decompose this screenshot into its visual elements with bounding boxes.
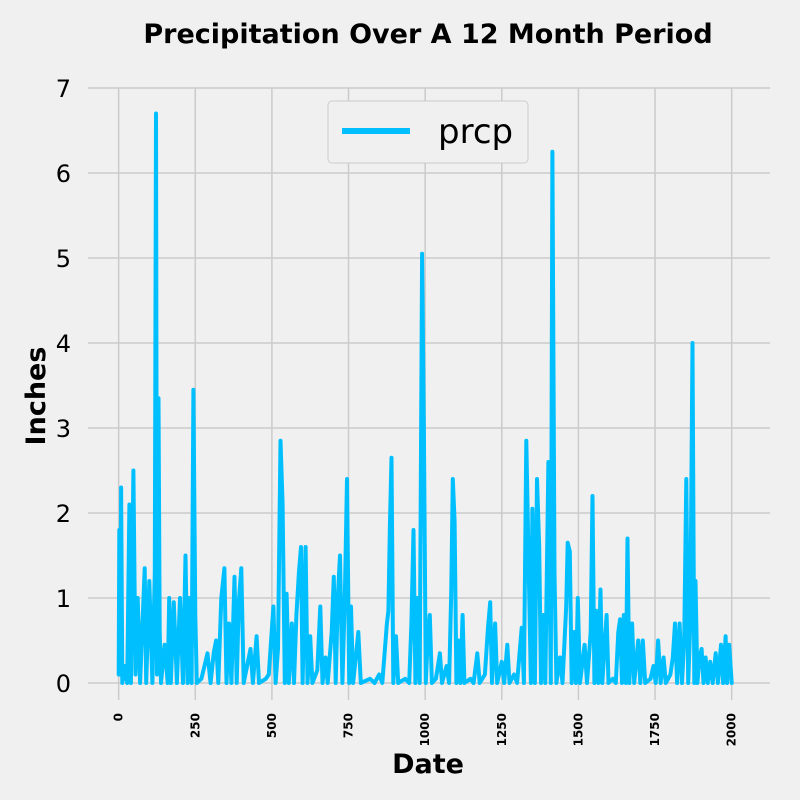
y-tick-label: 3 (56, 415, 71, 443)
data-series-layer (116, 111, 734, 685)
x-tick-label: 0 (112, 713, 126, 721)
y-axis-label: Inches (21, 347, 52, 446)
x-axis-label: Date (392, 749, 464, 780)
y-tick-label: 7 (56, 75, 71, 103)
y-tick-labels: 0 1 2 3 4 5 6 7 (56, 75, 71, 698)
x-tick-label: 1000 (418, 713, 432, 746)
y-tick-label: 5 (56, 245, 71, 273)
x-tick-label: 1500 (571, 713, 585, 746)
y-tick-label: 4 (56, 330, 71, 358)
x-tick-label: 500 (265, 713, 279, 738)
legend: prcp (327, 100, 529, 164)
y-tick-label: 1 (56, 585, 71, 613)
x-tick-label: 2000 (725, 713, 739, 746)
series-line-prcp (116, 111, 734, 685)
y-tick-label: 6 (56, 160, 71, 188)
legend-box (327, 100, 529, 164)
y-tick-label: 0 (56, 670, 71, 698)
chart-title: Precipitation Over A 12 Month Period (143, 19, 712, 50)
x-tick-label: 750 (342, 713, 356, 738)
x-tick-label: 1250 (495, 713, 509, 746)
legend-label-prcp: prcp (438, 112, 513, 152)
x-tick-label: 250 (188, 713, 202, 738)
x-tick-label: 1750 (648, 713, 662, 746)
x-tick-labels: 0 250 500 750 1000 1250 1500 1750 2000 (112, 713, 739, 746)
y-tick-label: 2 (56, 500, 71, 528)
